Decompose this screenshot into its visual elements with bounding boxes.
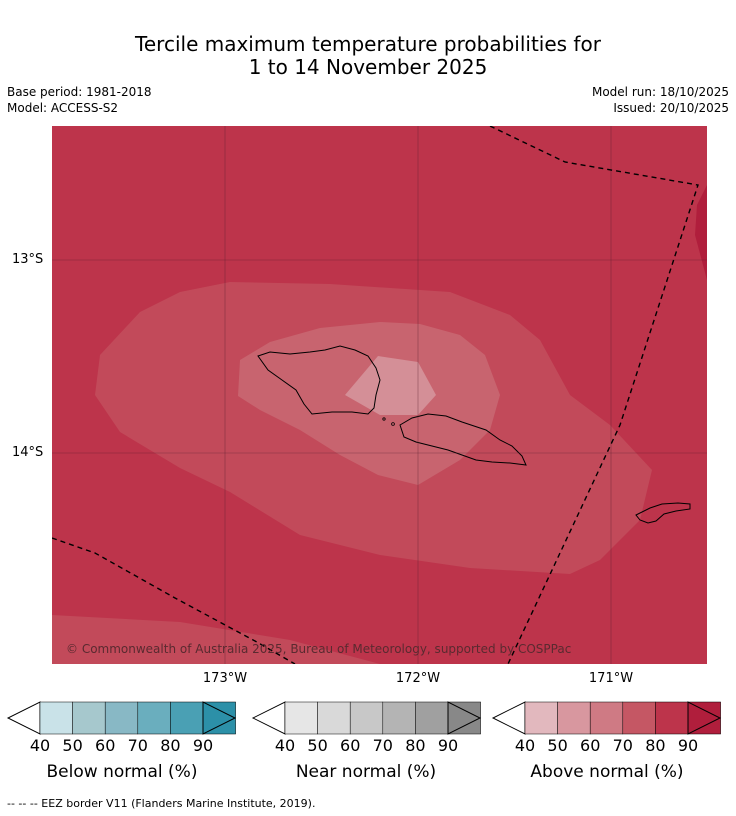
colorbar-tick-label: 80 [160,736,181,755]
colorbar-cell [382,701,416,735]
colorbar-cell [622,701,656,735]
colorbar-near-label: Near normal (%) [295,762,437,782]
colorbar-cell [137,701,171,735]
colorbar-tick-label: 40 [29,736,51,755]
copyright-text: © Commonwealth of Australia 2025, Bureau… [66,642,571,656]
colorbar-tick-label: 50 [307,736,328,755]
lat-label-13s: 13°S [12,252,44,267]
model-text: Model: ACCESS-S2 [7,101,119,115]
colorbar-cell [655,701,689,735]
map-title-line2: 1 to 14 November 2025 [248,55,488,79]
model-run-text: Model run: 18/10/2025 [591,85,729,99]
colorbar-below-max-arrow [202,701,237,735]
colorbar-cell [415,701,449,735]
colorbar-near-min-arrow [251,701,286,735]
map-title-line1: Tercile maximum temperature probabilitie… [135,32,601,56]
colorbar-tick-label: 50 [547,736,568,755]
colorbar-tick-label: 50 [62,736,83,755]
colorbar-cell [349,701,384,735]
colorbar-tick-label: 70 [372,736,393,755]
colorbar-cell [39,701,73,735]
colorbar-above-label: Above normal (%) [530,762,684,782]
colorbar-cell [557,701,591,735]
colorbar-tick-label: 70 [612,736,633,755]
colorbar-tick-label: 40 [514,736,536,755]
colorbar-cell [72,701,106,735]
colorbar-cell [317,701,351,735]
savaii-island [257,345,381,415]
colorbar-tick-label: 90 [437,736,459,755]
colorbar-tick-label: 60 [95,736,116,755]
colorbar-above-max-arrow [687,701,722,735]
colorbar-above-normal [491,701,722,735]
lat-label-14s: 14°S [12,445,44,460]
tutuila-island [635,502,691,524]
colorbar-tick-label: 70 [127,736,148,755]
above-70-region-south [52,615,380,664]
colorbar-cell [104,701,139,735]
issued-text: Issued: 20/10/2025 [613,101,729,115]
colorbar-below-normal [6,701,237,735]
colorbar-cell [589,701,624,735]
colorbar-tick-label: 80 [645,736,666,755]
colorbar-below-label: Below normal (%) [46,762,198,782]
colorbar-tick-label: 60 [340,736,361,755]
lon-label-173w: 173°W [202,671,248,686]
base-period-text: Base period: 1981-2018 [7,85,152,99]
colorbar-tick-label: 40 [274,736,296,755]
colorbar-below-min-arrow [6,701,41,735]
eez-border-southwest [52,537,296,664]
colorbar-cell [170,701,204,735]
colorbar-above-min-arrow [491,701,526,735]
colorbar-tick-label: 80 [405,736,426,755]
colorbar-tick-label: 90 [677,736,699,755]
above-90-region [695,185,707,280]
colorbar-near-max-arrow [447,701,482,735]
lon-label-172w: 172°W [395,671,441,686]
lon-label-171w: 171°W [588,671,634,686]
upolu-island [399,413,527,466]
colorbar-cell [284,701,318,735]
colorbar-cell [524,701,558,735]
colorbar-tick-label: 90 [192,736,214,755]
eez-footnote: -- -- -- EEZ border V11 (Flanders Marine… [7,797,316,810]
above-50-region [345,356,436,415]
colorbar-near-normal [251,701,482,735]
eez-border-east [489,126,699,664]
colorbar-tick-label: 60 [580,736,601,755]
